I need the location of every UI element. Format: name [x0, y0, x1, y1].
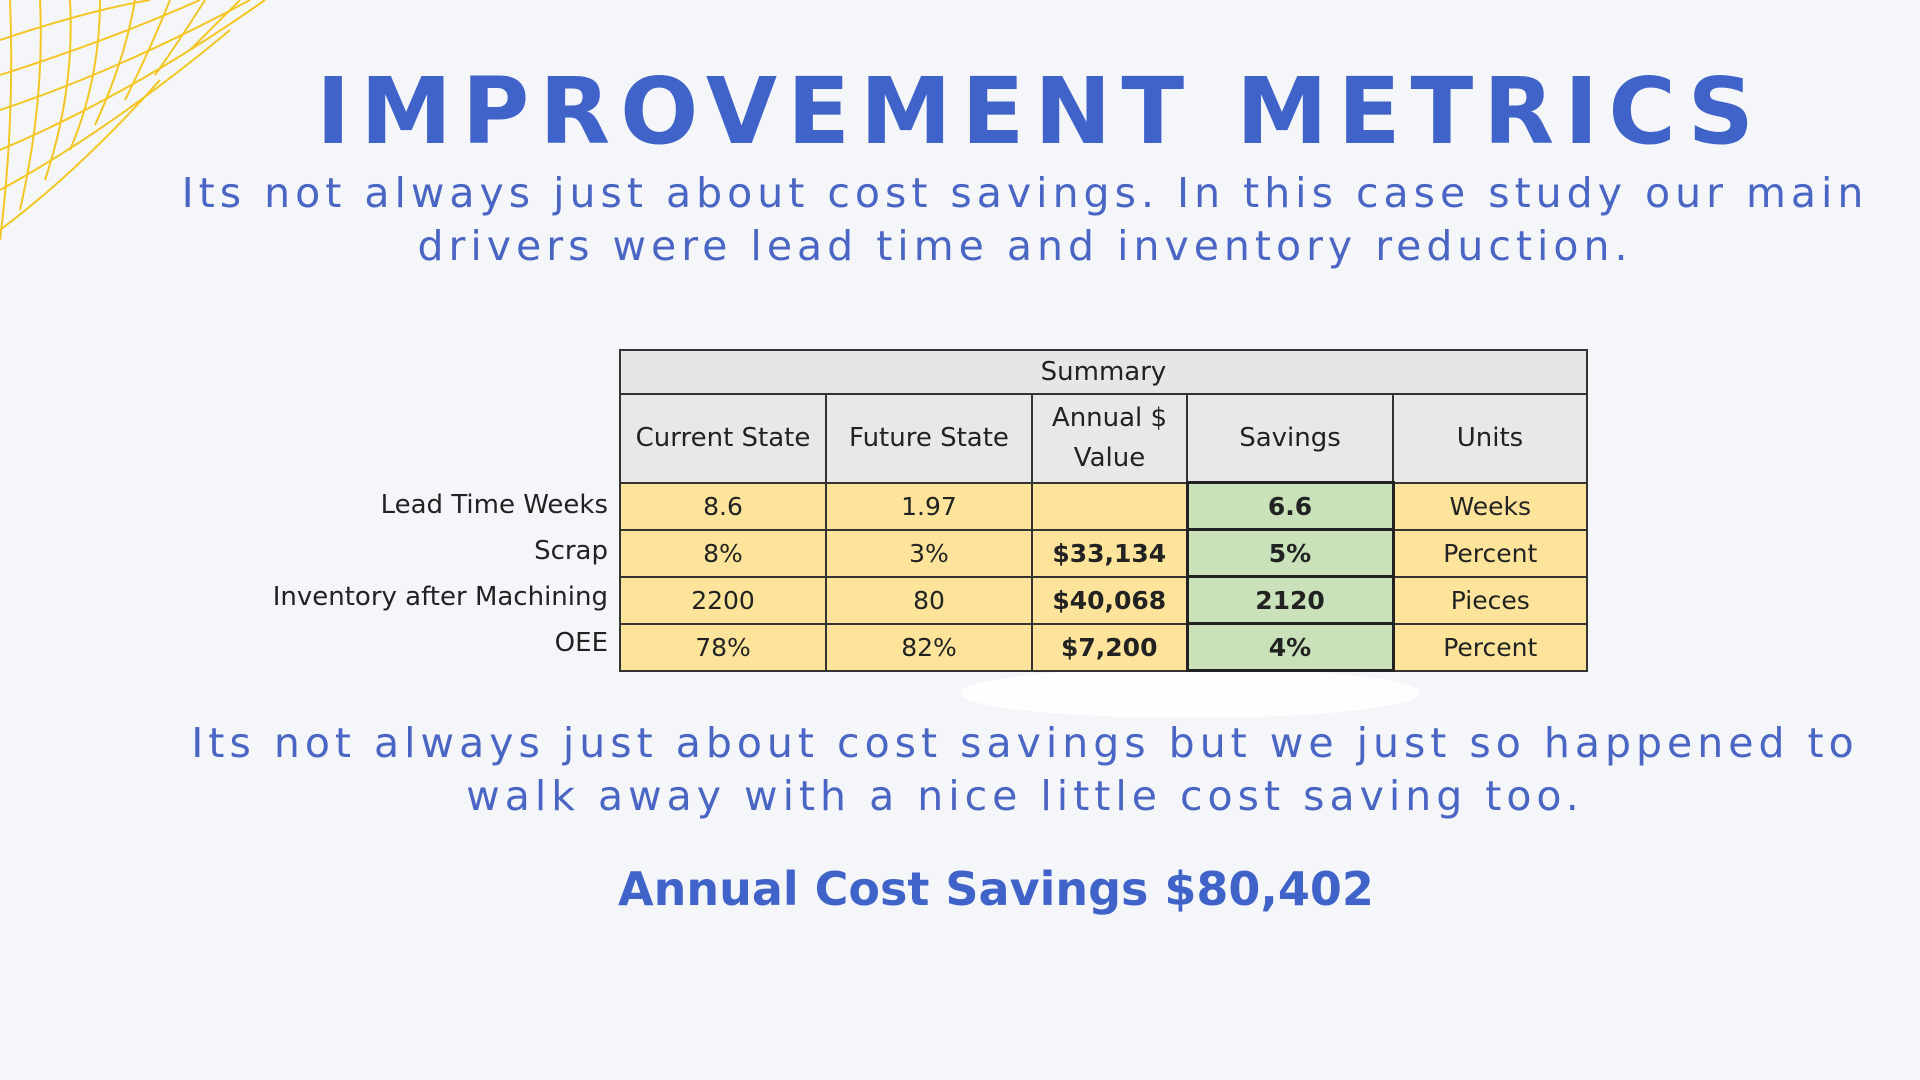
- cell-annual: $7,200: [1031, 622, 1188, 672]
- decorative-yellow-mesh: [0, 0, 266, 241]
- annual-cost-savings: Annual Cost Savings $80,402: [618, 862, 1374, 916]
- row-labels: Lead Time Weeks Scrap Inventory after Ma…: [200, 482, 610, 666]
- row-label-scrap: Scrap: [534, 536, 608, 566]
- summary-table: Summary Current State Future State Annua…: [619, 349, 1588, 672]
- cell-annual: [1031, 481, 1188, 531]
- cell-savings: 6.6: [1185, 481, 1395, 531]
- page-title: IMPROVEMENT METRICS: [316, 58, 1764, 165]
- cell-units: Percent: [1392, 528, 1588, 578]
- cell-savings: 2120: [1185, 575, 1395, 625]
- cell-current: 8.6: [619, 481, 827, 531]
- table-row: 8% 3% $33,134 5% Percent: [619, 528, 1588, 578]
- cell-future: 3%: [825, 528, 1033, 578]
- cell-units: Percent: [1392, 622, 1588, 672]
- cell-current: 78%: [619, 622, 827, 672]
- header-units: Units: [1392, 393, 1588, 484]
- table-row: 2200 80 $40,068 2120 Pieces: [619, 575, 1588, 625]
- summary-caption: Summary: [619, 349, 1588, 395]
- cell-annual: $40,068: [1031, 575, 1188, 625]
- header-current-state: Current State: [619, 393, 827, 484]
- cell-current: 8%: [619, 528, 827, 578]
- cell-savings: 5%: [1185, 528, 1395, 578]
- header-annual-value: Annual $ Value: [1031, 393, 1188, 484]
- row-label-inventory: Inventory after Machining: [272, 582, 608, 612]
- cell-units: Weeks: [1392, 481, 1588, 531]
- cell-units: Pieces: [1392, 575, 1588, 625]
- cell-future: 82%: [825, 622, 1033, 672]
- decorative-white-smudge: [960, 668, 1420, 718]
- header-savings: Savings: [1186, 393, 1394, 484]
- row-label-lead-time: Lead Time Weeks: [380, 490, 608, 520]
- table-row: 8.6 1.97 6.6 Weeks: [619, 481, 1588, 531]
- outro-text: Its not always just about cost savings b…: [191, 719, 1859, 820]
- cell-current: 2200: [619, 575, 827, 625]
- cell-future: 80: [825, 575, 1033, 625]
- cell-savings: 4%: [1185, 622, 1395, 672]
- cell-annual: $33,134: [1031, 528, 1188, 578]
- row-label-oee: OEE: [554, 628, 608, 658]
- table-row: 78% 82% $7,200 4% Percent: [619, 622, 1588, 672]
- intro-text: Its not always just about cost savings. …: [181, 169, 1869, 270]
- cell-future: 1.97: [825, 481, 1033, 531]
- header-future-state: Future State: [825, 393, 1033, 484]
